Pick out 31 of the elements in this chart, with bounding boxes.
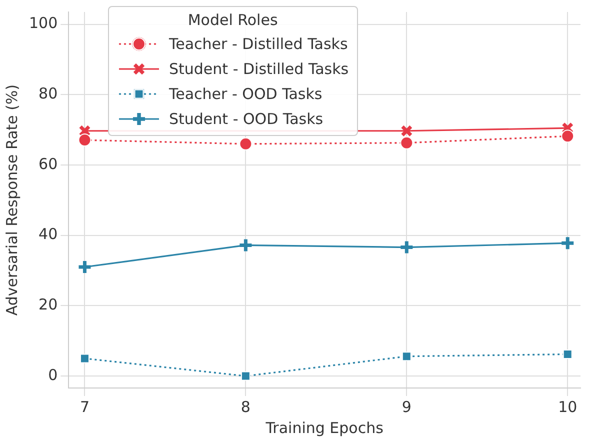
legend-label: Student - Distilled Tasks — [169, 60, 349, 78]
x-tick-label: 10 — [558, 398, 578, 416]
x-tick-label: 9 — [402, 398, 412, 416]
point — [561, 130, 574, 143]
point — [562, 349, 572, 359]
point — [239, 137, 252, 150]
point — [80, 354, 90, 364]
x-axis-title: Training Epochs — [264, 418, 384, 437]
point — [78, 124, 91, 137]
legend-label: Teacher - Distilled Tasks — [169, 34, 348, 52]
y-tick-label: 20 — [38, 296, 58, 314]
legend-label: Student - OOD Tasks — [169, 110, 324, 128]
point — [240, 371, 250, 381]
y-tick-label: 100 — [28, 14, 58, 32]
point — [78, 134, 92, 147]
point — [402, 352, 412, 362]
y-tick-label: 80 — [38, 84, 58, 103]
point — [76, 259, 92, 275]
point — [560, 235, 576, 251]
x-tick-label: 7 — [80, 398, 90, 416]
point — [400, 136, 414, 150]
x-tick-label: 8 — [240, 398, 250, 416]
point — [238, 237, 254, 253]
y-tick-label: 40 — [38, 225, 58, 244]
y-tick-label: 0 — [48, 366, 58, 384]
legend-title: Model Roles — [186, 11, 279, 29]
y-axis-title: Adversarial Response Rate (%) — [2, 84, 21, 316]
point — [400, 124, 413, 137]
point — [398, 240, 414, 256]
legend-label: Teacher - OOD Tasks — [169, 84, 322, 102]
y-tick-label: 60 — [38, 154, 58, 173]
